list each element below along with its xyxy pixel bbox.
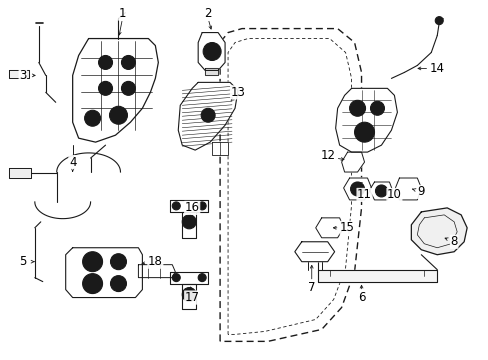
- Polygon shape: [170, 272, 208, 284]
- Polygon shape: [294, 242, 334, 262]
- Text: 18: 18: [147, 255, 163, 268]
- Circle shape: [375, 185, 386, 197]
- Circle shape: [121, 55, 135, 69]
- Polygon shape: [198, 32, 224, 71]
- Text: 17: 17: [184, 291, 199, 304]
- Text: 4: 4: [69, 156, 76, 168]
- Circle shape: [182, 215, 196, 229]
- Circle shape: [110, 254, 126, 270]
- Polygon shape: [178, 82, 238, 150]
- Text: 16: 16: [184, 201, 199, 215]
- Polygon shape: [395, 178, 421, 200]
- Text: 3: 3: [19, 69, 26, 82]
- Circle shape: [172, 202, 180, 210]
- Polygon shape: [343, 178, 371, 200]
- Polygon shape: [73, 39, 158, 142]
- Circle shape: [434, 17, 442, 24]
- Polygon shape: [205, 68, 218, 75]
- Circle shape: [203, 42, 221, 60]
- Text: 7: 7: [307, 281, 315, 294]
- Text: 11: 11: [356, 188, 371, 202]
- Circle shape: [82, 252, 102, 272]
- Polygon shape: [369, 182, 392, 200]
- Circle shape: [172, 274, 180, 282]
- Polygon shape: [9, 168, 31, 178]
- Text: 9: 9: [417, 185, 424, 198]
- Text: 13: 13: [230, 86, 245, 99]
- Polygon shape: [341, 152, 364, 172]
- Text: 14: 14: [429, 62, 444, 75]
- Polygon shape: [317, 270, 436, 282]
- Text: 15: 15: [340, 221, 354, 234]
- Circle shape: [354, 122, 374, 142]
- Text: 5: 5: [19, 255, 26, 268]
- Text: 12: 12: [320, 149, 334, 162]
- Circle shape: [109, 106, 127, 124]
- Circle shape: [110, 276, 126, 292]
- Text: 1: 1: [119, 7, 126, 20]
- Polygon shape: [138, 265, 175, 278]
- Polygon shape: [182, 212, 196, 238]
- Circle shape: [349, 100, 365, 116]
- Polygon shape: [212, 142, 227, 155]
- Circle shape: [201, 108, 215, 122]
- Polygon shape: [182, 284, 196, 310]
- Circle shape: [82, 274, 102, 293]
- Polygon shape: [335, 88, 397, 152]
- Circle shape: [99, 81, 112, 95]
- Text: 8: 8: [449, 235, 457, 248]
- Polygon shape: [170, 200, 208, 212]
- Circle shape: [182, 288, 196, 302]
- Polygon shape: [9, 71, 29, 78]
- Circle shape: [99, 55, 112, 69]
- Circle shape: [370, 101, 384, 115]
- Text: 2: 2: [204, 7, 211, 20]
- Circle shape: [84, 110, 101, 126]
- Text: 10: 10: [386, 188, 401, 202]
- Polygon shape: [315, 218, 343, 238]
- Circle shape: [198, 274, 206, 282]
- Circle shape: [198, 202, 206, 210]
- Text: 6: 6: [357, 291, 365, 304]
- Circle shape: [121, 81, 135, 95]
- Polygon shape: [410, 208, 466, 255]
- Polygon shape: [65, 248, 142, 298]
- Circle shape: [350, 182, 364, 196]
